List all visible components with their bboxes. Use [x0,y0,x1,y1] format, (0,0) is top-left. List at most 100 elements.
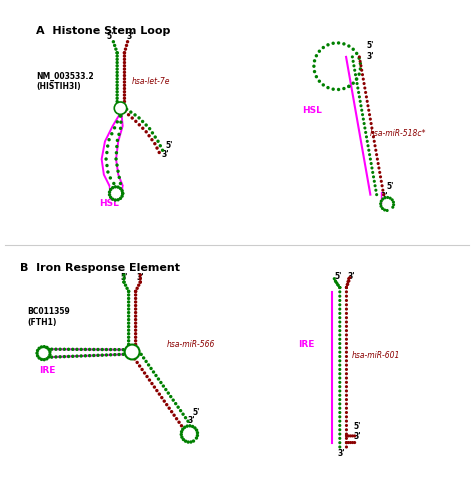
Point [125,305,132,313]
Text: 3': 3' [187,416,195,425]
Point [343,409,350,416]
Point [345,82,353,90]
Point [121,91,128,99]
Point [113,65,121,73]
Point [125,294,132,302]
Point [336,348,344,356]
Point [358,66,365,74]
Point [125,111,132,119]
Point [371,142,379,149]
Text: NM_003533.2
(HISTIH3I): NM_003533.2 (HISTIH3I) [36,72,94,91]
Point [364,102,372,110]
Text: hsa-miR-518c*: hsa-miR-518c* [370,129,426,138]
Point [121,98,128,105]
Point [99,351,106,359]
Text: 3': 3' [127,32,134,41]
Point [192,434,200,442]
Point [343,426,350,434]
Point [345,275,353,283]
Point [334,281,341,289]
Point [384,194,392,201]
Point [343,435,350,442]
Point [361,84,369,92]
Point [389,203,397,211]
Point [336,430,344,438]
Point [132,326,139,334]
Point [132,319,139,327]
Point [174,403,182,411]
Point [361,124,369,132]
Point [336,435,344,442]
Point [61,345,68,353]
Point [138,366,146,373]
Point [332,277,339,285]
Point [357,62,365,70]
Point [132,316,139,323]
Point [132,118,140,125]
Point [132,323,139,331]
Point [368,164,376,172]
Point [107,345,114,353]
Point [113,49,121,57]
Point [132,330,139,338]
Point [111,196,119,204]
Point [179,410,187,418]
Point [163,401,171,409]
Point [335,39,342,47]
Point [349,57,357,65]
Point [113,118,121,126]
Point [52,345,60,353]
Point [372,147,380,154]
Point [343,383,350,391]
Point [104,168,112,176]
Point [357,102,365,110]
Point [336,421,344,429]
Point [330,275,338,283]
Point [141,369,148,377]
Point [125,301,132,309]
Point [179,425,187,433]
Point [343,281,351,289]
Point [343,284,350,292]
Point [336,443,344,451]
Point [377,197,385,205]
Point [148,136,156,144]
Point [43,355,51,363]
Point [352,71,359,78]
Point [383,207,391,215]
Point [162,386,170,393]
Point [312,73,320,80]
Point [333,279,341,287]
Point [120,275,128,283]
Point [113,81,121,89]
Point [177,407,184,415]
Point [340,85,348,93]
Point [366,115,374,123]
Point [390,201,397,209]
Point [48,353,55,361]
Point [114,167,122,175]
Point [113,88,121,96]
Point [152,371,160,379]
Point [132,309,139,317]
Point [364,98,371,105]
Point [77,352,85,360]
Point [104,142,111,150]
Point [369,169,376,176]
Text: 5': 5' [366,41,374,49]
Point [102,155,110,163]
Text: hsa-miR-601: hsa-miR-601 [351,351,400,361]
Point [336,314,344,321]
Point [345,439,352,446]
Point [142,121,150,129]
Point [336,417,344,425]
Point [349,439,356,446]
Point [153,387,161,394]
Point [184,438,192,446]
Point [379,195,387,203]
Point [139,124,146,132]
Point [137,350,145,358]
Point [362,128,369,136]
Point [178,428,185,436]
Point [125,309,132,317]
